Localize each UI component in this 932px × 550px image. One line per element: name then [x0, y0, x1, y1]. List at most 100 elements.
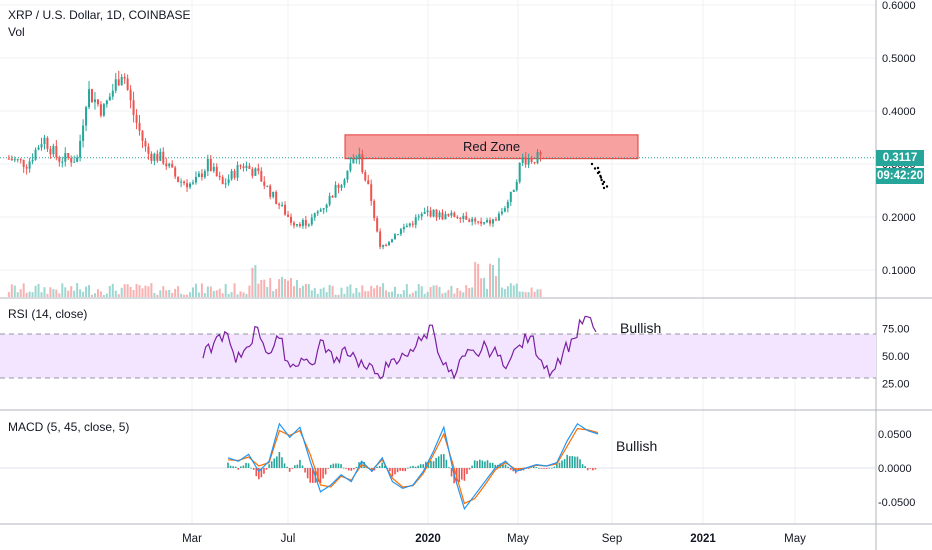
candle-body	[376, 218, 379, 232]
candle-body	[310, 217, 313, 225]
macd-histogram-bar	[532, 465, 535, 468]
volume-bar	[423, 293, 426, 297]
price-tick-label: 0.6000	[882, 0, 916, 12]
candle-body	[31, 159, 34, 162]
time-tick-label: 2020	[415, 533, 441, 545]
projection-dot	[593, 167, 597, 170]
macd-histogram-bar	[327, 468, 330, 469]
macd-tick-label: -0.0500	[878, 497, 915, 509]
volume-bar	[147, 286, 150, 297]
candle-body	[278, 203, 281, 206]
candle-body	[402, 227, 405, 230]
candle-body	[242, 166, 245, 169]
volume-bar	[212, 290, 215, 297]
volume-bar	[328, 284, 331, 297]
macd-histogram-bar	[566, 454, 568, 468]
volume-bar	[171, 293, 174, 297]
candle-body	[414, 217, 417, 225]
volume-bar	[186, 294, 189, 297]
volume-bar	[156, 294, 159, 297]
volume-bar	[373, 288, 376, 297]
candle-body	[105, 100, 108, 105]
volume-bar	[346, 286, 349, 297]
candle-body	[67, 153, 70, 158]
volume-bar	[530, 287, 533, 297]
rsi-tick-label: 50.00	[882, 351, 910, 363]
candle-body	[248, 165, 251, 169]
volume-bar	[96, 289, 99, 297]
macd-histogram-bar	[484, 461, 486, 468]
volume-bar	[292, 286, 295, 297]
candle-body	[254, 168, 257, 176]
volume-bar	[174, 288, 177, 297]
candle-body	[221, 177, 224, 184]
volume-bar	[132, 290, 135, 297]
volume-bar	[218, 288, 221, 297]
candle-body	[506, 201, 509, 209]
candle-body	[527, 158, 530, 165]
candle-body	[307, 224, 310, 226]
macd-histogram-bar	[409, 466, 412, 468]
macd-histogram-bar	[407, 467, 409, 469]
volume-bar	[435, 285, 438, 297]
candle-body	[85, 107, 88, 126]
macd-histogram-bar	[586, 468, 589, 471]
candle-body	[257, 168, 260, 171]
volume-bar	[399, 294, 402, 297]
macd-histogram-bar	[535, 467, 538, 468]
candle-body	[518, 162, 521, 182]
candle-body	[117, 79, 120, 86]
rsi-band	[0, 334, 876, 378]
candle-body	[328, 195, 331, 205]
candle-body	[435, 209, 438, 218]
candle-body	[388, 242, 391, 246]
volume-bar	[298, 288, 301, 297]
projection-dot	[602, 186, 606, 190]
macd-histogram-bar	[350, 468, 353, 471]
macd-histogram-bar	[574, 456, 576, 468]
candle-body	[156, 153, 159, 161]
volume-bar	[16, 292, 19, 297]
macd-histogram-bar	[311, 468, 314, 483]
volume-bar	[376, 285, 379, 297]
candle-body	[272, 191, 275, 197]
candle-body	[147, 146, 150, 154]
candle-body	[438, 212, 441, 218]
macd-histogram-bar	[445, 459, 448, 468]
candle-body	[263, 181, 266, 186]
candle-body	[352, 158, 355, 164]
volume-bar	[390, 291, 393, 297]
macd-signal-line	[227, 427, 599, 505]
volume-bar	[260, 280, 263, 297]
volume-bar	[233, 283, 236, 297]
rsi-tick-label: 25.00	[882, 379, 910, 391]
candle-body	[19, 159, 22, 161]
macd-histogram-bar	[227, 462, 229, 468]
volume-bar	[393, 286, 396, 297]
volume-bar	[177, 286, 180, 297]
candle-body	[212, 166, 215, 171]
candle-body	[200, 173, 203, 178]
candle-body	[76, 157, 79, 162]
volume-bar	[191, 287, 194, 297]
candle-body	[108, 96, 111, 101]
candle-body	[325, 204, 328, 209]
macd-histogram-bar	[440, 454, 443, 468]
macd-histogram-bar	[373, 468, 376, 471]
volume-bar	[248, 285, 251, 297]
candle-body	[411, 223, 414, 225]
volume-bar	[73, 290, 76, 297]
candle-body	[102, 104, 105, 116]
volume-bar	[316, 293, 319, 297]
candle-body	[474, 218, 477, 222]
macd-histogram-bar	[252, 468, 255, 470]
volume-bar	[275, 289, 278, 297]
volume-bar	[468, 288, 471, 297]
candle-body	[189, 183, 192, 188]
candle-body	[530, 158, 533, 163]
candle-body	[290, 216, 293, 223]
volume-bar	[405, 284, 408, 297]
volume-bar	[325, 292, 328, 297]
volume-bar	[141, 288, 144, 297]
